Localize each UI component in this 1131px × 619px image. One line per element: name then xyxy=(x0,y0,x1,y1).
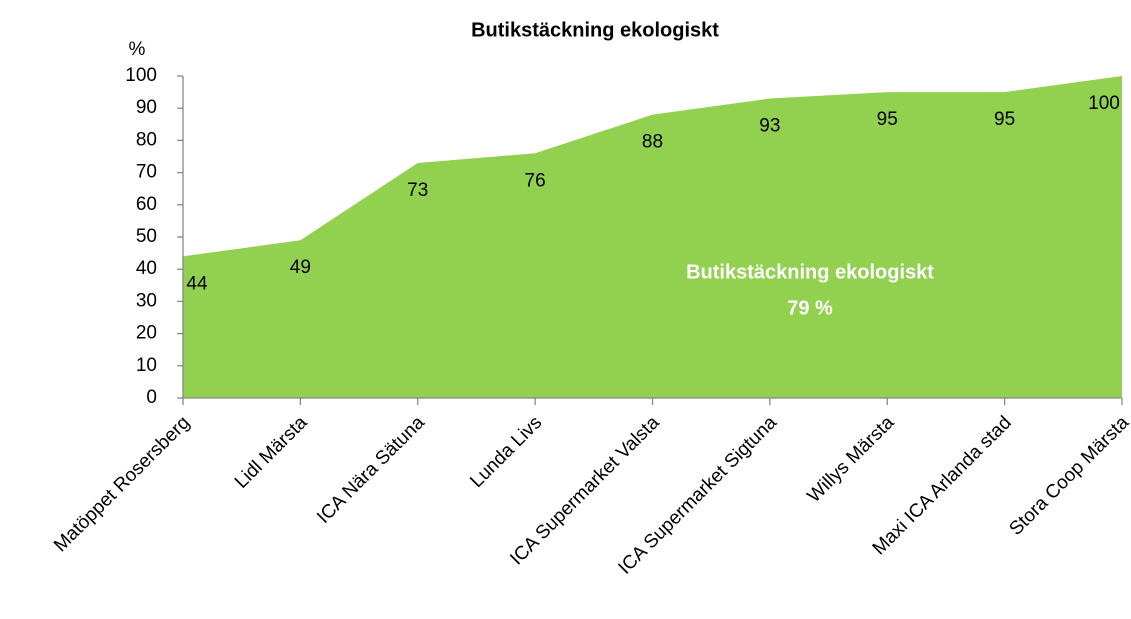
x-tick-label: Stora Coop Märsta xyxy=(1005,412,1131,540)
x-tick-label: ICA Nära Sätuna xyxy=(313,412,429,528)
data-label: 88 xyxy=(642,132,663,153)
area xyxy=(183,76,1122,398)
data-label: 76 xyxy=(525,170,546,191)
data-label: 44 xyxy=(186,273,208,294)
x-tick-label: Matöppet Rosersberg xyxy=(50,412,194,556)
y-tick-label: 30 xyxy=(136,290,157,311)
y-tick-label: 50 xyxy=(136,226,157,247)
data-label: 100 xyxy=(1088,93,1120,114)
data-label: 49 xyxy=(290,257,311,278)
y-tick-label: 10 xyxy=(136,355,157,376)
y-tick-label: 70 xyxy=(136,162,157,183)
y-tick-label: 60 xyxy=(136,194,157,215)
y-tick-label: 40 xyxy=(136,258,157,279)
y-tick-label: 90 xyxy=(136,97,157,118)
x-tick-label: Willys Märsta xyxy=(804,412,899,507)
x-tick-label: Lunda Livs xyxy=(466,412,546,492)
data-label: 95 xyxy=(877,109,898,130)
annotation: Butikstäckning ekologiskt xyxy=(686,261,934,283)
data-label: 73 xyxy=(407,180,428,201)
data-label: 93 xyxy=(759,116,780,137)
data-label: 95 xyxy=(994,109,1015,130)
y-tick-label: 0 xyxy=(146,387,157,408)
y-tick-label: 100 xyxy=(125,65,157,86)
y-tick-label: 20 xyxy=(136,323,157,344)
y-axis-label: % xyxy=(129,39,146,60)
chart-title: Butikstäckning ekologiskt xyxy=(471,19,719,41)
annotation: 79 % xyxy=(787,297,833,319)
x-tick-label: Lidl Märsta xyxy=(231,412,312,493)
y-tick-label: 80 xyxy=(136,129,157,150)
